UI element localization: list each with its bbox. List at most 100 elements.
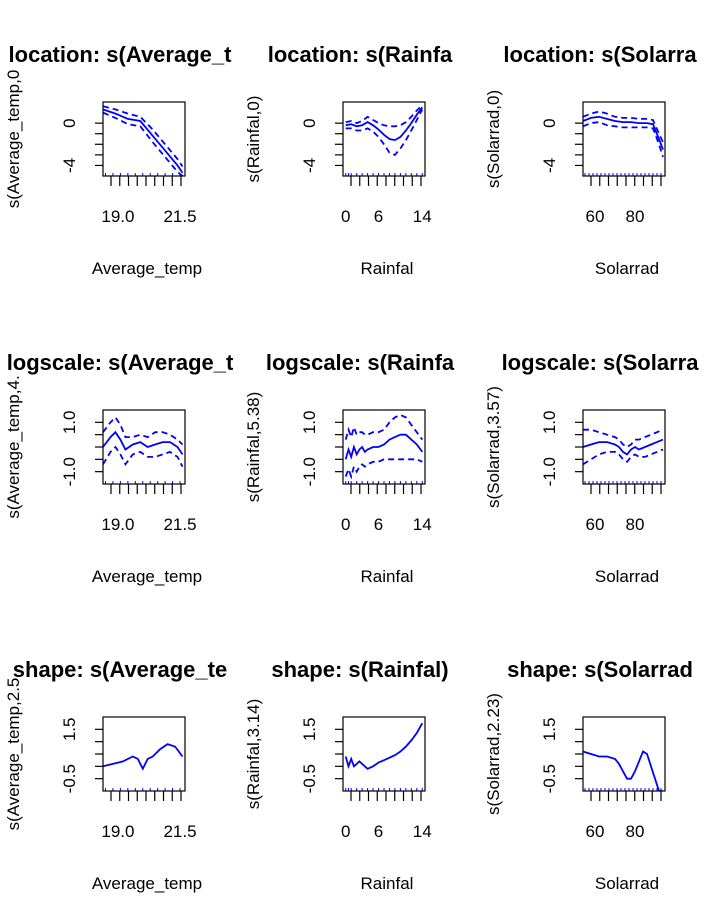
y-axis-label: s(Average_temp,2.5 (4, 678, 23, 831)
plot-frame (342, 101, 426, 177)
panel-2: location: s(Solarra 60 80 -4 0 Solarrad s(Sola… (484, 42, 697, 278)
plot-frame (102, 101, 186, 177)
y-tick-label: 1.5 (60, 718, 79, 742)
y-tick-label: 1.5 (300, 718, 319, 742)
panel-7: shape: s(Rainfal) 0 6 14 -0.5 1.5 Rainfal s(Rai… (244, 657, 449, 893)
plot-frame (342, 716, 426, 792)
y-tick-label: -0.5 (540, 764, 559, 793)
panel-title: location: s(Solarra (503, 42, 697, 67)
y-tick-label: -4 (60, 158, 79, 173)
x-tick-label: 80 (626, 207, 645, 226)
x-tick-label: 0 (341, 822, 350, 841)
confidence-band-line (103, 415, 184, 446)
x-tick-label: 6 (374, 207, 383, 226)
x-axis-label: Rainfal (361, 259, 414, 278)
confidence-band-line (583, 110, 664, 143)
panel-title: shape: s(Average_te (13, 657, 227, 682)
smooth-fit-line (103, 108, 184, 174)
y-tick-label: 1.5 (540, 718, 559, 742)
panel-0: location: s(Average_t 19.0 21.5 -4 0 Average_… (4, 42, 232, 278)
panel-title: location: s(Rainfa (268, 42, 453, 67)
x-axis-label: Average_temp (92, 567, 202, 586)
panel-8: shape: s(Solarrad 60 80 -0.5 1.5 Solarrad s(So… (484, 657, 693, 893)
x-tick-label: 60 (586, 515, 605, 534)
smooth-fit-line (583, 438, 664, 456)
x-tick-label: 60 (586, 207, 605, 226)
y-tick-label: -4 (300, 158, 319, 173)
x-tick-label: 19.0 (101, 515, 134, 534)
x-tick-label: 6 (374, 822, 383, 841)
x-tick-label: 0 (341, 515, 350, 534)
panel-1: location: s(Rainfa 0 6 14 -4 0 Rainfal s(Rainfa… (244, 42, 453, 278)
y-tick-label: 1.0 (60, 411, 79, 435)
confidence-band-line (583, 428, 664, 449)
x-tick-label: 14 (413, 515, 432, 534)
smooth-fit-line (583, 115, 664, 150)
y-tick-label: 0 (540, 118, 559, 127)
smooth-fit-line (103, 743, 184, 771)
x-tick-label: 80 (626, 515, 645, 534)
plot-frame (582, 101, 666, 177)
panel-title: logscale: s(Solarra (502, 350, 700, 375)
panel-6: shape: s(Average_te 19.0 21.5 -0.5 1.5 Averag… (4, 657, 227, 893)
x-axis-label: Average_temp (92, 259, 202, 278)
y-tick-label: -0.5 (300, 764, 319, 793)
y-axis-label: s(Rainfal,5.38) (244, 392, 263, 503)
y-axis-label: s(Solarrad,3.57) (484, 386, 503, 508)
y-tick-label: -0.5 (60, 764, 79, 793)
plot-frame (582, 409, 666, 485)
x-tick-label: 14 (413, 207, 432, 226)
confidence-band-line (344, 413, 424, 441)
confidence-band-line (345, 104, 423, 128)
confidence-band-line (103, 445, 184, 468)
panel-title: logscale: s(Rainfa (266, 350, 455, 375)
confidence-band-line (583, 448, 664, 466)
x-tick-label: 0 (341, 207, 350, 226)
x-axis-label: Solarrad (595, 259, 659, 278)
plot-frame (102, 716, 186, 792)
smooth-fit-line (103, 430, 184, 455)
y-tick-label: -1.0 (60, 457, 79, 486)
y-tick-label: 1.0 (540, 411, 559, 435)
smooth-fit-line (344, 722, 424, 770)
smooth-fit-line (583, 750, 663, 791)
smooth-fit-line (344, 433, 424, 460)
x-tick-label: 21.5 (163, 822, 196, 841)
x-tick-label: 6 (374, 515, 383, 534)
panel-3: logscale: s(Average_t 19.0 21.5 -1.0 1.0 Aver… (4, 350, 234, 586)
y-tick-label: -4 (540, 158, 559, 173)
y-tick-label: -1.0 (300, 457, 319, 486)
y-axis-label: s(Average_temp,4. (4, 375, 23, 518)
y-tick-label: 0 (300, 118, 319, 127)
panel-title: shape: s(Solarrad (507, 657, 693, 682)
x-tick-label: 21.5 (163, 207, 196, 226)
panel-4: logscale: s(Rainfa 0 6 14 -1.0 1.0 Rainfal s(Ra… (244, 350, 455, 586)
x-axis-label: Solarrad (595, 567, 659, 586)
plot-frame (582, 716, 666, 792)
y-tick-label: 1.0 (300, 411, 319, 435)
panel-5: logscale: s(Solarra 60 80 -1.0 1.0 Solarrad s(… (484, 350, 699, 586)
x-tick-label: 19.0 (101, 822, 134, 841)
x-tick-label: 80 (626, 822, 645, 841)
y-tick-label: -1.0 (540, 457, 559, 486)
x-axis-label: Rainfal (361, 874, 414, 893)
confidence-band-line (103, 111, 184, 176)
y-axis-label: s(Solarrad,0) (484, 90, 503, 188)
panel-title: shape: s(Rainfal) (271, 657, 448, 682)
x-axis-label: Solarrad (595, 874, 659, 893)
panel-title: logscale: s(Average_t (7, 350, 234, 375)
y-axis-label: s(Average_temp,0 (4, 70, 23, 209)
y-axis-label: s(Rainfal,0) (244, 96, 263, 183)
y-axis-label: s(Solarrad,2.23) (484, 693, 503, 815)
x-tick-label: 19.0 (101, 207, 134, 226)
y-tick-label: 0 (60, 118, 79, 127)
confidence-band-line (345, 108, 424, 156)
confidence-band-line (103, 105, 184, 168)
x-tick-label: 21.5 (163, 515, 196, 534)
plot-frame (342, 409, 426, 485)
smooth-fit-line (345, 106, 424, 142)
panel-title: location: s(Average_t (9, 42, 233, 67)
x-axis-label: Rainfal (361, 567, 414, 586)
x-axis-label: Average_temp (92, 874, 202, 893)
